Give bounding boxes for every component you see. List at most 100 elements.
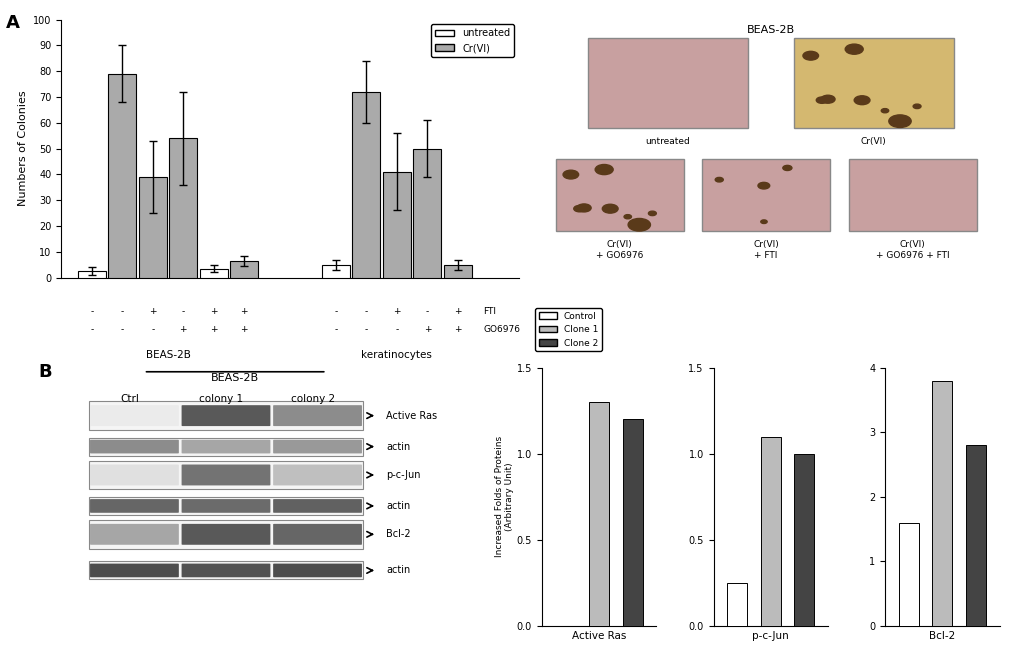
Bar: [413, 149, 441, 278]
Text: colony 1: colony 1: [199, 394, 244, 404]
Text: +: +: [453, 325, 462, 334]
Bar: [108, 74, 137, 278]
Text: -: -: [90, 325, 94, 334]
Circle shape: [880, 109, 888, 113]
Text: -: -: [395, 325, 398, 334]
FancyBboxPatch shape: [89, 461, 363, 489]
Text: +: +: [423, 325, 431, 334]
Text: FTI: FTI: [483, 306, 496, 316]
Text: B: B: [39, 363, 52, 381]
Circle shape: [845, 44, 862, 54]
Text: Cr(VI)
+ FTI: Cr(VI) + FTI: [752, 240, 779, 259]
FancyBboxPatch shape: [89, 561, 363, 580]
FancyBboxPatch shape: [848, 159, 976, 231]
Circle shape: [577, 204, 591, 212]
Text: actin: actin: [386, 501, 410, 511]
FancyBboxPatch shape: [181, 499, 270, 512]
Text: GO6976: GO6976: [483, 325, 520, 334]
Text: -: -: [90, 306, 94, 316]
Circle shape: [648, 211, 655, 216]
Text: -: -: [151, 325, 154, 334]
FancyBboxPatch shape: [273, 524, 362, 545]
FancyBboxPatch shape: [89, 497, 363, 515]
FancyBboxPatch shape: [181, 405, 270, 426]
Bar: [200, 269, 227, 278]
Text: Cr(VI): Cr(VI): [860, 137, 886, 146]
Circle shape: [888, 115, 910, 128]
Text: Bcl-2: Bcl-2: [386, 529, 411, 539]
Circle shape: [782, 166, 791, 171]
Legend: Control, Clone 1, Clone 2: Control, Clone 1, Clone 2: [534, 308, 601, 351]
Text: -: -: [334, 306, 337, 316]
Circle shape: [628, 218, 650, 231]
FancyBboxPatch shape: [273, 499, 362, 512]
Text: keratinocytes: keratinocytes: [361, 350, 432, 360]
Text: -: -: [334, 325, 337, 334]
Bar: [760, 437, 781, 626]
Circle shape: [595, 164, 612, 175]
FancyBboxPatch shape: [273, 439, 362, 453]
FancyBboxPatch shape: [90, 499, 178, 512]
FancyBboxPatch shape: [273, 563, 362, 577]
FancyBboxPatch shape: [701, 159, 829, 231]
Circle shape: [602, 204, 618, 213]
Bar: [588, 402, 608, 626]
Text: -: -: [365, 325, 368, 334]
Circle shape: [912, 104, 920, 109]
Circle shape: [574, 205, 585, 212]
Text: +: +: [453, 306, 462, 316]
FancyBboxPatch shape: [90, 524, 178, 545]
Bar: [77, 271, 106, 278]
Bar: [965, 445, 985, 626]
Circle shape: [760, 220, 766, 224]
FancyBboxPatch shape: [181, 524, 270, 545]
Text: BEAS-2B: BEAS-2B: [211, 373, 259, 383]
FancyBboxPatch shape: [793, 38, 953, 128]
Text: p-c-Jun: p-c-Jun: [386, 470, 420, 480]
Bar: [931, 381, 952, 626]
Text: +: +: [240, 306, 248, 316]
Text: BEAS-2B: BEAS-2B: [746, 25, 794, 35]
Bar: [622, 419, 642, 626]
FancyBboxPatch shape: [89, 520, 363, 548]
Text: colony 2: colony 2: [290, 394, 334, 404]
FancyBboxPatch shape: [89, 402, 363, 430]
Text: +: +: [210, 306, 217, 316]
Legend: untreated, Cr(VI): untreated, Cr(VI): [431, 24, 514, 57]
Text: +: +: [149, 306, 156, 316]
Text: Cr(VI)
+ GO6976: Cr(VI) + GO6976: [595, 240, 643, 259]
Circle shape: [562, 170, 578, 179]
Text: +: +: [179, 325, 186, 334]
Text: Cr(VI)
+ GO6976 + FTI: Cr(VI) + GO6976 + FTI: [875, 240, 949, 259]
Text: actin: actin: [386, 565, 410, 576]
Circle shape: [624, 215, 631, 219]
FancyBboxPatch shape: [90, 563, 178, 577]
Text: Active Ras: Active Ras: [386, 411, 437, 421]
FancyBboxPatch shape: [273, 405, 362, 426]
Text: -: -: [181, 306, 184, 316]
FancyBboxPatch shape: [90, 439, 178, 453]
FancyBboxPatch shape: [587, 38, 747, 128]
X-axis label: p-c-Jun: p-c-Jun: [752, 632, 789, 642]
Bar: [794, 454, 814, 626]
Circle shape: [820, 95, 835, 103]
Bar: [898, 523, 918, 626]
Bar: [322, 265, 350, 278]
Circle shape: [714, 177, 722, 182]
Text: Ctrl: Ctrl: [120, 394, 140, 404]
Text: -: -: [120, 306, 123, 316]
Text: +: +: [392, 306, 400, 316]
Bar: [169, 138, 197, 278]
Text: -: -: [120, 325, 123, 334]
Bar: [443, 265, 472, 278]
X-axis label: Bcl-2: Bcl-2: [928, 632, 955, 642]
FancyBboxPatch shape: [90, 405, 178, 426]
Y-axis label: Numbers of Colonies: Numbers of Colonies: [17, 91, 28, 207]
FancyBboxPatch shape: [181, 439, 270, 453]
Bar: [139, 177, 166, 278]
Text: A: A: [6, 14, 20, 33]
Text: +: +: [210, 325, 217, 334]
Text: -: -: [425, 306, 429, 316]
Circle shape: [815, 97, 826, 103]
FancyBboxPatch shape: [273, 464, 362, 486]
